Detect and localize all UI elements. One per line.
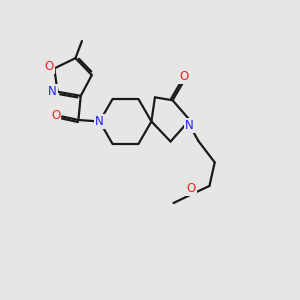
Text: O: O <box>187 182 196 195</box>
Text: O: O <box>51 110 60 122</box>
Text: O: O <box>179 70 188 83</box>
Text: N: N <box>95 115 104 128</box>
Text: N: N <box>185 119 194 132</box>
Text: N: N <box>48 85 57 98</box>
Text: O: O <box>44 61 54 74</box>
